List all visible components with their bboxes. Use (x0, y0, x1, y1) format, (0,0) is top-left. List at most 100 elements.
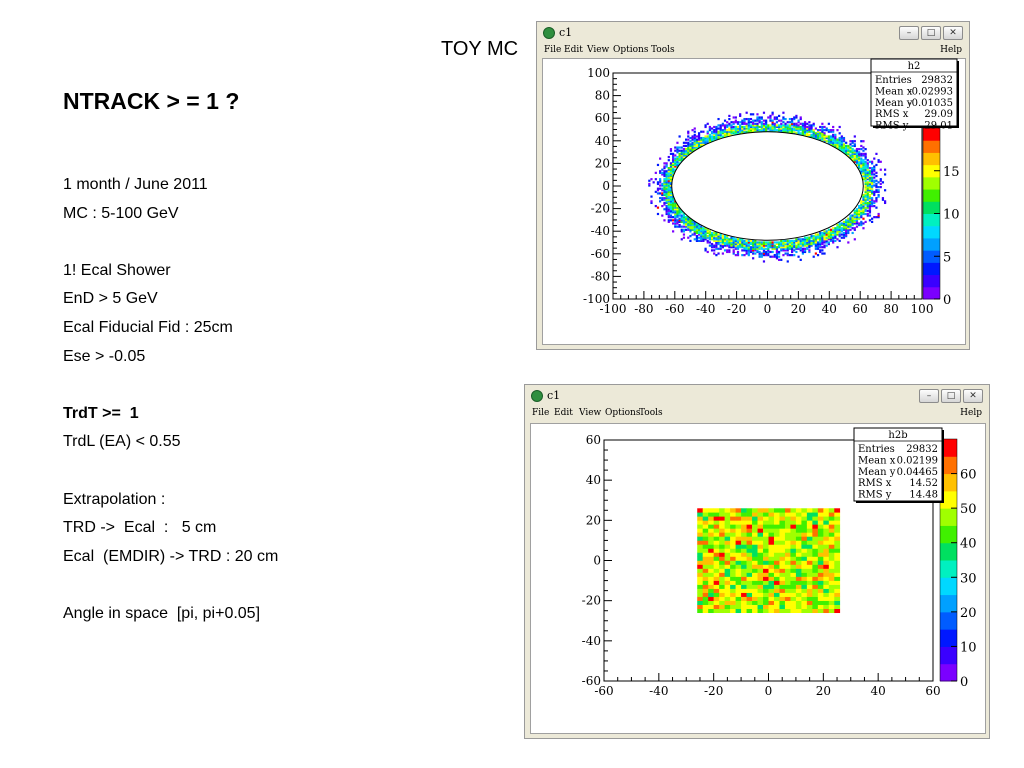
y-tick-label: 100 (587, 66, 610, 80)
heatmap-bin (719, 130, 722, 133)
heatmap-bin (682, 149, 686, 152)
heatmap-bin (795, 580, 802, 585)
heatmap-bin (812, 516, 819, 521)
heatmap-bin (762, 125, 766, 129)
heatmap-bin (656, 163, 660, 167)
heatmap-bin (806, 524, 813, 529)
heatmap-bin (756, 127, 759, 130)
heatmap-bin (723, 130, 727, 133)
bullet-line: Extrapolation : (63, 490, 166, 508)
heatmap-bin (803, 236, 807, 239)
maximize-icon[interactable]: □ (941, 389, 961, 403)
heatmap-bin (765, 125, 768, 129)
heatmap-bin (834, 604, 841, 609)
root-canvas-window-h2[interactable]: c1 – □ ✕ File Edit View Options Tools He… (536, 21, 970, 350)
heatmap-bin (741, 548, 747, 553)
heatmap-bin (708, 528, 714, 533)
heatmap-bin (767, 124, 770, 127)
heatmap-bin (719, 568, 725, 573)
heatmap-bin (697, 227, 701, 230)
heatmap-bin (782, 244, 785, 247)
heatmap-bin (845, 152, 848, 155)
heatmap-bin (752, 249, 755, 252)
menu-file[interactable]: File (532, 408, 550, 418)
heatmap-bin (814, 235, 817, 238)
heatmap-bin (799, 244, 802, 247)
heatmap-bin (853, 228, 856, 231)
heatmap-bin (784, 588, 791, 593)
menu-options[interactable]: Options (605, 408, 641, 418)
heatmap-bin (756, 129, 759, 132)
heatmap-bin (817, 548, 824, 553)
minimize-icon[interactable]: – (899, 26, 919, 40)
minimize-icon[interactable]: – (919, 389, 939, 403)
menu-edit[interactable]: Edit (554, 408, 573, 418)
heatmap-bin (825, 239, 828, 242)
colorbar-tick-label: 50 (960, 502, 977, 517)
close-icon[interactable]: ✕ (963, 389, 983, 403)
window-title: c1 (559, 26, 573, 39)
heatmap-bin (842, 220, 846, 224)
heatmap-bin (745, 246, 748, 249)
heatmap-bin (648, 179, 651, 182)
heatmap-bin (823, 528, 830, 533)
heatmap-bin (827, 122, 830, 125)
heatmap-bin (771, 111, 774, 114)
window-titlebar[interactable]: c1 – □ ✕ (537, 22, 969, 44)
heatmap-bin (708, 231, 711, 235)
menu-tools[interactable]: Tools (639, 408, 663, 418)
heatmap-bin (752, 512, 758, 517)
heatmap-bin (719, 508, 725, 513)
menu-help[interactable]: Help (960, 408, 982, 418)
heatmap-bin (823, 252, 826, 255)
heatmap-bin (803, 122, 807, 125)
heatmap-bin (702, 231, 705, 235)
close-icon[interactable]: ✕ (943, 26, 963, 40)
heatmap-bin (715, 127, 718, 130)
heatmap-bin (790, 241, 794, 244)
heatmap-bin (790, 572, 797, 577)
menu-help[interactable]: Help (940, 45, 962, 55)
menu-edit[interactable]: Edit (564, 45, 583, 55)
menu-view[interactable]: View (587, 45, 610, 55)
heatmap-bin (752, 536, 758, 541)
heatmap-bin (768, 584, 775, 589)
menu-view[interactable]: View (579, 408, 602, 418)
heatmap-bin (866, 195, 869, 198)
heatmap-bin (754, 249, 757, 252)
menu-options[interactable]: Options (613, 45, 649, 55)
heatmap-bin (786, 241, 789, 244)
heatmap-bin (726, 241, 729, 244)
heatmap-bin (708, 140, 711, 143)
heatmap-bin (724, 564, 731, 569)
menu-file[interactable]: File (544, 45, 562, 55)
heatmap-bin (756, 124, 759, 127)
heatmap-bin (708, 138, 711, 141)
heatmap-bin (739, 113, 742, 116)
maximize-icon[interactable]: □ (921, 26, 941, 40)
heatmap-bin (853, 151, 856, 154)
heatmap-bin (760, 246, 763, 249)
window-titlebar[interactable]: c1 – □ ✕ (525, 385, 989, 407)
heatmap-bin (810, 130, 813, 133)
bullet-line: Ecal Fiducial Fid : 25cm (63, 318, 233, 336)
heatmap-bin (858, 165, 861, 168)
heatmap-bin (672, 163, 675, 167)
heatmap-bin (702, 143, 705, 146)
heatmap-bin (795, 608, 802, 614)
heatmap-bin (674, 220, 677, 224)
heatmap-bin (790, 556, 797, 561)
heatmap-bin (853, 143, 856, 146)
root-canvas-window-h2b[interactable]: c1 – □ ✕ File Edit View Options Tools He… (524, 384, 990, 739)
heatmap-bin (827, 129, 830, 132)
heatmap-bin (715, 136, 718, 140)
heatmap-bin (808, 124, 811, 127)
heatmap-bin (739, 132, 742, 135)
heatmap-bin (847, 154, 850, 157)
heatmap-bin (672, 216, 675, 219)
heatmap-bin (710, 130, 714, 133)
heatmap-bin (773, 508, 780, 513)
heatmap-bin (752, 520, 758, 525)
menu-tools[interactable]: Tools (651, 45, 675, 55)
heatmap-bin (741, 242, 744, 246)
